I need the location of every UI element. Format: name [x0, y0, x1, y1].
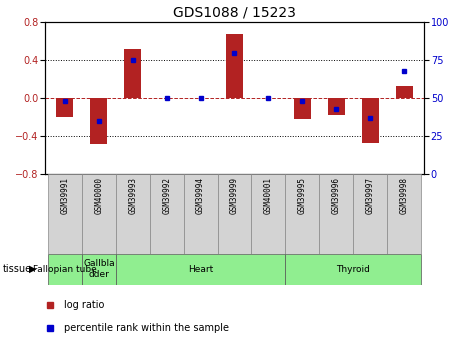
Bar	[251, 174, 285, 254]
Bar	[82, 254, 116, 285]
Text: GSM39999: GSM39999	[230, 177, 239, 214]
Bar	[387, 174, 421, 254]
Text: GSM39998: GSM39998	[400, 177, 408, 214]
Bar	[285, 174, 319, 254]
Text: GSM40000: GSM40000	[94, 177, 103, 214]
Bar	[124, 49, 141, 98]
Bar	[48, 254, 82, 285]
Bar	[116, 174, 150, 254]
Bar	[226, 34, 243, 98]
Bar	[319, 174, 353, 254]
Text: GSM40001: GSM40001	[264, 177, 273, 214]
Title: GDS1088 / 15223: GDS1088 / 15223	[173, 6, 296, 20]
Bar	[218, 174, 251, 254]
Bar	[82, 174, 116, 254]
Text: GSM39997: GSM39997	[366, 177, 375, 214]
Bar	[91, 98, 107, 144]
Text: GSM39992: GSM39992	[162, 177, 171, 214]
Bar	[184, 174, 218, 254]
Bar	[362, 98, 378, 143]
Bar	[396, 86, 413, 98]
Bar	[56, 98, 73, 117]
Text: GSM39991: GSM39991	[61, 177, 69, 214]
Text: GSM39993: GSM39993	[128, 177, 137, 214]
Text: GSM39995: GSM39995	[298, 177, 307, 214]
Text: Thyroid: Thyroid	[336, 265, 370, 274]
Bar	[48, 174, 82, 254]
Bar	[150, 174, 184, 254]
Bar	[294, 98, 311, 119]
Text: Heart: Heart	[188, 265, 213, 274]
Bar	[285, 254, 421, 285]
Bar	[353, 174, 387, 254]
Bar	[328, 98, 345, 115]
Bar	[116, 254, 285, 285]
Text: tissue: tissue	[2, 264, 31, 274]
Text: Gallbla
dder: Gallbla dder	[83, 259, 114, 279]
Text: GSM39994: GSM39994	[196, 177, 205, 214]
Text: percentile rank within the sample: percentile rank within the sample	[63, 323, 228, 333]
Text: GSM39996: GSM39996	[332, 177, 341, 214]
Text: log ratio: log ratio	[63, 299, 104, 309]
Text: Fallopian tube: Fallopian tube	[33, 265, 97, 274]
Text: ▶: ▶	[29, 264, 37, 274]
